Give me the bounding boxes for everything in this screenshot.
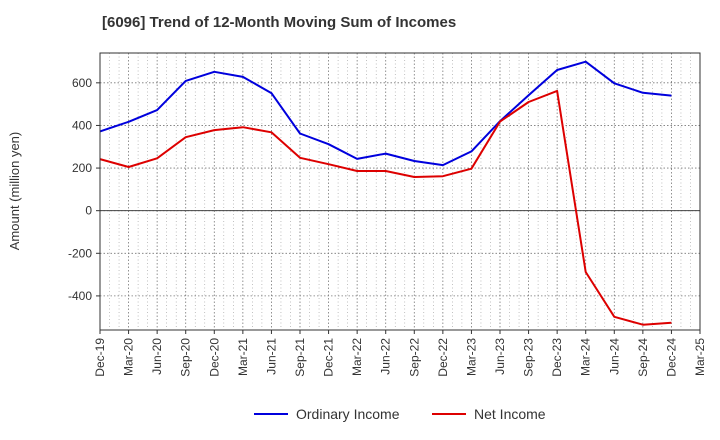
plot-background	[100, 53, 700, 330]
series-lines	[99, 60, 672, 326]
y-axis-ticks: -400 -200 0 200 400 600	[68, 76, 100, 303]
x-tick-label: Jun-21	[264, 338, 278, 375]
x-tick-label: Mar-24	[579, 338, 593, 376]
legend-label: Net Income	[474, 406, 546, 422]
x-tick-label: Sep-21	[293, 338, 307, 377]
x-tick-label: Dec-24	[664, 338, 678, 377]
x-tick-label: Mar-25	[693, 338, 707, 376]
x-tick-label: Sep-24	[636, 338, 650, 377]
x-tick-label: Mar-23	[464, 338, 478, 376]
x-tick-label: Mar-20	[122, 338, 136, 376]
x-tick-label: Jun-24	[607, 338, 621, 375]
y-tick-label: 600	[72, 76, 92, 90]
y-tick-label: 400	[72, 118, 92, 132]
x-tick-label: Sep-20	[179, 338, 193, 377]
x-tick-label: Jun-20	[150, 338, 164, 375]
x-axis-ticks: Dec-19 Mar-20 Jun-20 Sep-20 Dec-20 Mar-21 Jun-…	[93, 330, 707, 377]
legend: Ordinary Income Net Income	[254, 406, 546, 422]
series-line-net-income	[99, 89, 672, 326]
x-tick-label: Dec-22	[436, 338, 450, 377]
x-tick-label: Dec-19	[93, 338, 107, 377]
x-tick-label: Dec-21	[322, 338, 336, 377]
y-axis-title: Amount (million yen)	[7, 132, 22, 251]
y-tick-label: -400	[68, 289, 92, 303]
y-tick-label: 200	[72, 161, 92, 175]
x-tick-label: Jun-23	[493, 338, 507, 375]
x-tick-label: Sep-22	[407, 338, 421, 377]
legend-label: Ordinary Income	[296, 406, 400, 422]
series-line-ordinary-income	[99, 60, 672, 167]
x-tick-label: Dec-20	[207, 338, 221, 377]
x-tick-label: Jun-22	[379, 338, 393, 375]
x-tick-label: Mar-22	[350, 338, 364, 376]
x-tick-label: Dec-23	[550, 338, 564, 377]
y-tick-label: 0	[85, 204, 92, 218]
y-tick-label: -200	[68, 246, 92, 260]
chart-title: [6096] Trend of 12-Month Moving Sum of I…	[102, 14, 457, 31]
x-tick-label: Mar-21	[236, 338, 250, 376]
plot-frame	[99, 52, 701, 331]
x-tick-label: Sep-23	[522, 338, 536, 377]
